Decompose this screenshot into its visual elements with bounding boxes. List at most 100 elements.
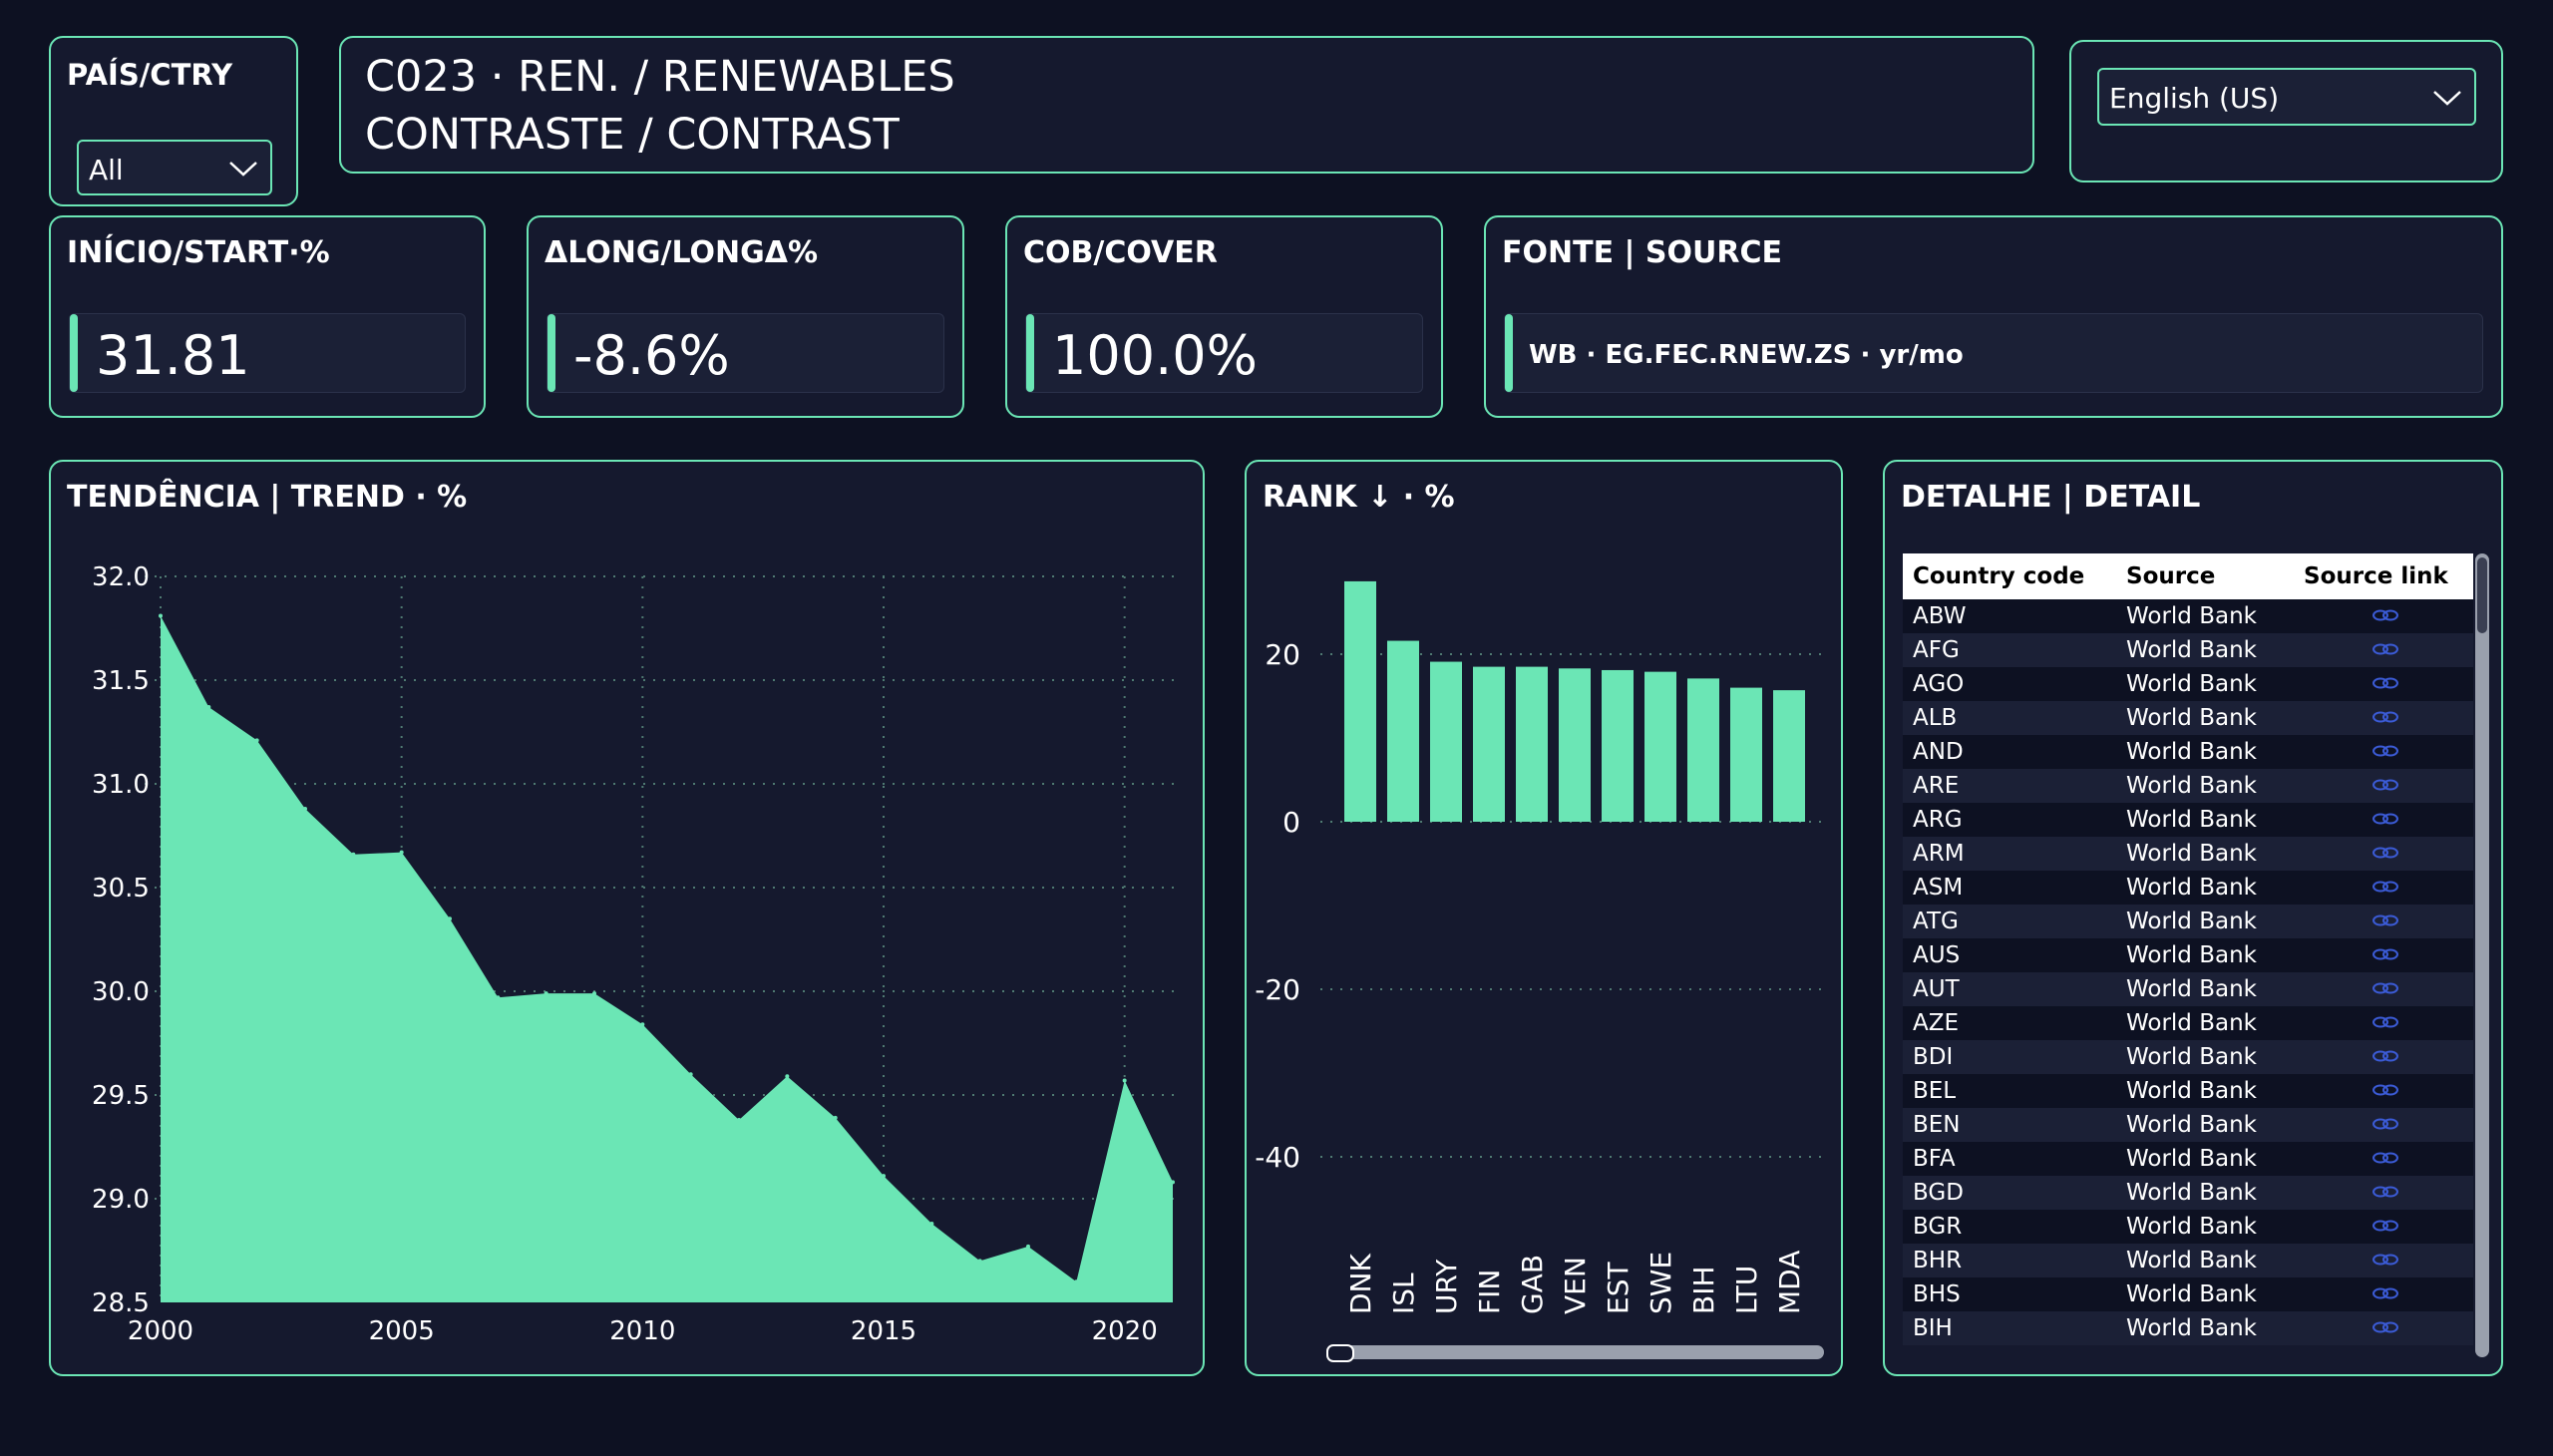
table-row[interactable]: BFA World Bank [1903, 1142, 2473, 1176]
kpi-start-card: INÍCIO/START·% 31.81 [49, 215, 486, 418]
cell-source-link[interactable] [2303, 905, 2473, 938]
cell-source-link[interactable] [2303, 633, 2473, 667]
cell-source-link[interactable] [2303, 803, 2473, 837]
cell-source-link[interactable] [2303, 837, 2473, 871]
cell-source-link[interactable] [2303, 1074, 2473, 1108]
table-row[interactable]: AGO World Bank [1903, 667, 2473, 701]
table-row[interactable]: BHS World Bank [1903, 1277, 2473, 1311]
link-icon[interactable] [2371, 1285, 2399, 1301]
bar [1430, 661, 1462, 822]
detail-table-viewport[interactable]: Country code Source Source link ABW World… [1903, 553, 2473, 1358]
link-icon[interactable] [2371, 879, 2399, 895]
cell-source-link[interactable] [2303, 1040, 2473, 1074]
table-row[interactable]: ARM World Bank [1903, 837, 2473, 871]
link-icon[interactable] [2371, 777, 2399, 793]
table-row[interactable]: ALB World Bank [1903, 701, 2473, 735]
cell-source-link[interactable] [2303, 667, 2473, 701]
table-row[interactable]: BEL World Bank [1903, 1074, 2473, 1108]
scrollbar-handle[interactable] [1326, 1344, 1354, 1362]
cell-country-code: AND [1913, 739, 1964, 765]
trend-point [303, 806, 307, 811]
link-icon[interactable] [2371, 1082, 2399, 1098]
cell-source-link[interactable] [2303, 1210, 2473, 1244]
cell-source-link[interactable] [2303, 1142, 2473, 1176]
cell-source-link[interactable] [2303, 1311, 2473, 1345]
link-icon[interactable] [2371, 1252, 2399, 1268]
link-icon[interactable] [2371, 641, 2399, 657]
cell-source-link[interactable] [2303, 871, 2473, 905]
vertical-scrollbar[interactable] [2475, 553, 2489, 1357]
link-icon[interactable] [2371, 1218, 2399, 1234]
cell-country-code: ALB [1913, 705, 1958, 731]
cell-country-code: BHS [1913, 1281, 1961, 1307]
cell-source-link[interactable] [2303, 1176, 2473, 1210]
language-select[interactable]: English (US) [2097, 68, 2476, 126]
cell-country-code: AUS [1913, 942, 1961, 968]
table-row[interactable]: ABW World Bank [1903, 599, 2473, 633]
x-tick-label: DNK [1344, 1253, 1377, 1314]
link-icon[interactable] [2371, 1116, 2399, 1132]
y-tick-label: 30.5 [92, 874, 150, 904]
table-row[interactable]: AUT World Bank [1903, 972, 2473, 1006]
scrollbar-handle[interactable] [2477, 557, 2487, 633]
cell-source: World Bank [2126, 1078, 2257, 1104]
table-row[interactable]: ATG World Bank [1903, 905, 2473, 938]
cell-source-link[interactable] [2303, 599, 2473, 633]
table-row[interactable]: BHR World Bank [1903, 1244, 2473, 1277]
x-tick-label: MDA [1773, 1251, 1806, 1314]
link-icon[interactable] [2371, 1048, 2399, 1064]
cell-source-link[interactable] [2303, 1244, 2473, 1277]
column-header-source-link[interactable]: Source link [2304, 563, 2448, 589]
table-row[interactable]: BGD World Bank [1903, 1176, 2473, 1210]
cell-source-link[interactable] [2303, 972, 2473, 1006]
table-row[interactable]: BIH World Bank [1903, 1311, 2473, 1345]
table-row[interactable]: BEN World Bank [1903, 1108, 2473, 1142]
trend-point [496, 995, 501, 1000]
table-row[interactable]: BDI World Bank [1903, 1040, 2473, 1074]
table-row[interactable]: ASM World Bank [1903, 871, 2473, 905]
table-row[interactable]: BGR World Bank [1903, 1210, 2473, 1244]
y-tick-label: 30.0 [92, 977, 150, 1007]
column-header-country-code[interactable]: Country code [1913, 563, 2085, 589]
table-row[interactable]: AND World Bank [1903, 735, 2473, 769]
cell-source-link[interactable] [2303, 938, 2473, 972]
table-row[interactable]: AUS World Bank [1903, 938, 2473, 972]
link-icon[interactable] [2371, 743, 2399, 759]
table-row[interactable]: ARG World Bank [1903, 803, 2473, 837]
trend-point [1074, 1279, 1079, 1284]
link-icon[interactable] [2371, 709, 2399, 725]
y-tick-label: 31.0 [92, 770, 150, 800]
link-icon[interactable] [2371, 1150, 2399, 1166]
link-icon[interactable] [2371, 1014, 2399, 1030]
horizontal-scrollbar[interactable] [1326, 1344, 1824, 1362]
link-icon[interactable] [2371, 811, 2399, 827]
link-icon[interactable] [2371, 607, 2399, 623]
cell-source: World Bank [2126, 1180, 2257, 1206]
link-icon[interactable] [2371, 912, 2399, 928]
link-icon[interactable] [2371, 675, 2399, 691]
language-card: English (US) [2069, 40, 2503, 182]
link-icon[interactable] [2371, 845, 2399, 861]
cell-source-link[interactable] [2303, 701, 2473, 735]
link-icon[interactable] [2371, 946, 2399, 962]
country-filter-select[interactable]: All [77, 140, 272, 195]
cell-source-link[interactable] [2303, 1108, 2473, 1142]
link-icon[interactable] [2371, 1319, 2399, 1335]
x-tick-label: 2005 [369, 1316, 435, 1346]
link-icon[interactable] [2371, 1184, 2399, 1200]
table-row[interactable]: AFG World Bank [1903, 633, 2473, 667]
table-row[interactable]: ARE World Bank [1903, 769, 2473, 803]
bar [1559, 668, 1591, 822]
cell-source-link[interactable] [2303, 1006, 2473, 1040]
trend-point [882, 1174, 886, 1179]
link-icon[interactable] [2371, 980, 2399, 996]
cell-source-link[interactable] [2303, 1277, 2473, 1311]
trend-point [785, 1074, 790, 1079]
column-header-source[interactable]: Source [2126, 563, 2216, 589]
cell-source-link[interactable] [2303, 769, 2473, 803]
cell-source-link[interactable] [2303, 735, 2473, 769]
trend-point [544, 991, 548, 996]
detail-table-card: DETALHE | DETAIL Country code Source Sou… [1883, 460, 2503, 1376]
bar [1644, 671, 1676, 822]
table-row[interactable]: AZE World Bank [1903, 1006, 2473, 1040]
